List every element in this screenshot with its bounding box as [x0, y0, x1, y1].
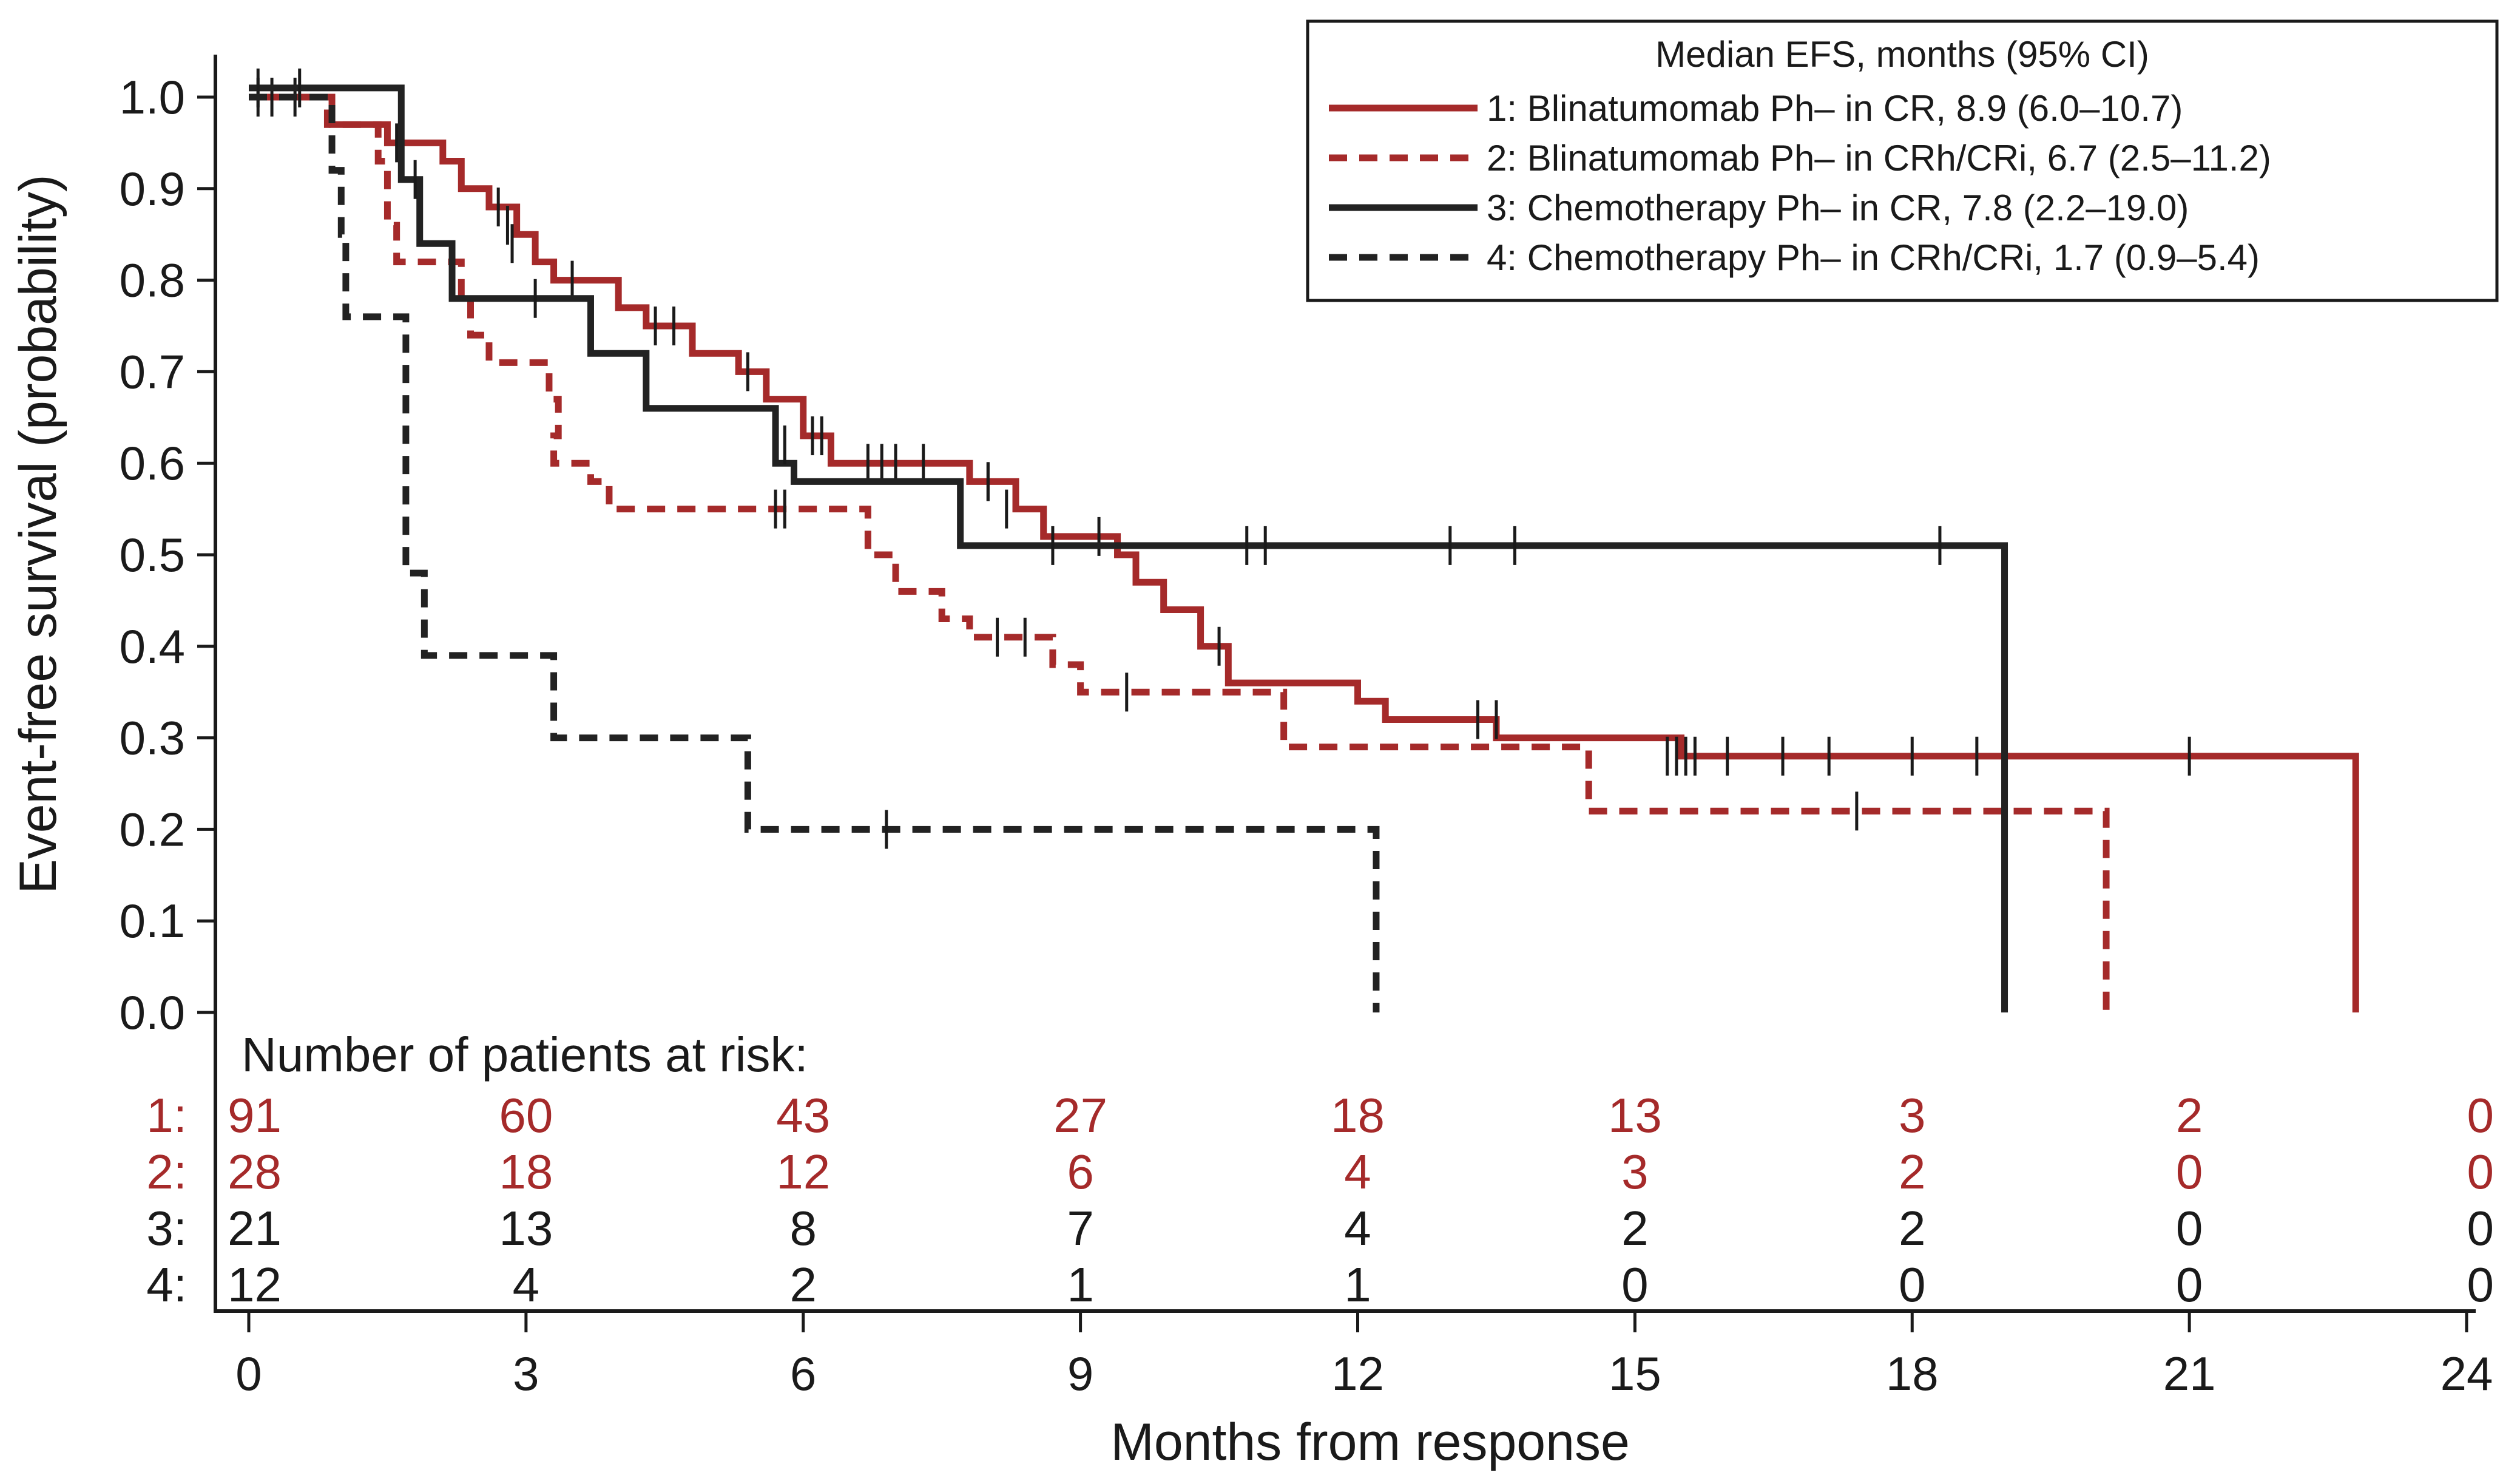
- risk-row-1-label: 1:: [146, 1088, 187, 1142]
- series-2-curve: [249, 93, 2110, 1012]
- risk-row-2-value: 28: [228, 1145, 282, 1199]
- risk-row-3-label: 3:: [146, 1201, 187, 1255]
- series-1-curve: [249, 93, 2359, 1012]
- legend-entries: 1: Blinatumomab Ph– in CR, 8.9 (6.0–10.7…: [1329, 88, 2271, 278]
- risk-row-3-value: 13: [499, 1201, 553, 1255]
- x-tick-label: 0: [235, 1347, 262, 1400]
- risk-row-3-value: 8: [790, 1201, 817, 1255]
- risk-row-2-value: 2: [1899, 1145, 1926, 1199]
- risk-row-4-value: 0: [2176, 1258, 2203, 1312]
- risk-row-3-value: 7: [1067, 1201, 1094, 1255]
- risk-row-2-value: 0: [2467, 1145, 2495, 1199]
- risk-row-1-value: 91: [228, 1088, 282, 1142]
- y-tick-label: 0.9: [120, 162, 185, 215]
- y-tick-label: 0.8: [120, 254, 185, 307]
- y-tick-label: 0.5: [120, 528, 185, 581]
- x-tick-label: 9: [1067, 1347, 1093, 1400]
- x-tick-label: 21: [2163, 1347, 2216, 1400]
- legend-title: Median EFS, months (95% CI): [1655, 34, 2149, 75]
- risk-row-4-label: 4:: [146, 1258, 187, 1312]
- risk-row-4-value: 4: [513, 1258, 540, 1312]
- y-tick-label: 0.3: [120, 711, 185, 765]
- legend-entry-3: 3: Chemotherapy Ph– in CR, 7.8 (2.2–19.0…: [1487, 188, 2189, 228]
- risk-table-title: Number of patients at risk:: [242, 1028, 808, 1082]
- risk-row-4-value: 0: [1899, 1258, 1926, 1312]
- x-tick-label: 15: [1609, 1347, 1661, 1400]
- y-tick-label: 0.6: [120, 436, 185, 490]
- risk-row-1-value: 18: [1331, 1088, 1385, 1142]
- risk-row-3-value: 0: [2467, 1201, 2495, 1255]
- series-3-curve: [249, 84, 2008, 1012]
- x-tick-label: 18: [1886, 1347, 1939, 1400]
- risk-row-4-value: 0: [1621, 1258, 1649, 1312]
- risk-row-4-value: 1: [1344, 1258, 1371, 1312]
- axes: [214, 55, 2476, 1313]
- y-tick-label: 0.1: [120, 894, 185, 947]
- risk-row-3-value: 2: [1621, 1201, 1649, 1255]
- risk-row-2-value: 6: [1067, 1145, 1094, 1199]
- legend-entry-4: 4: Chemotherapy Ph– in CRh/CRi, 1.7 (0.9…: [1487, 237, 2260, 278]
- legend-box: [1306, 19, 2499, 302]
- risk-row-1-value: 60: [499, 1088, 553, 1142]
- legend-entry-1: 1: Blinatumomab Ph– in CR, 8.9 (6.0–10.7…: [1487, 88, 2183, 129]
- risk-row-1-value: 43: [776, 1088, 830, 1142]
- risk-row-2-value: 3: [1621, 1145, 1649, 1199]
- y-tick-label: 1.0: [120, 70, 185, 124]
- risk-table: 1: 91 60 43 27 18 13 3 2 02: 28 18 12 6 4 3 2 0 03: 21 13 8 7 4…: [146, 1088, 2494, 1312]
- risk-row-3-value: 4: [1344, 1201, 1371, 1255]
- x-tick-label: 6: [790, 1347, 816, 1400]
- risk-row-1-value: 13: [1608, 1088, 1662, 1142]
- x-tick-label: 12: [1331, 1347, 1384, 1400]
- risk-row-3-value: 21: [228, 1201, 282, 1255]
- risk-row-2-value: 0: [2176, 1145, 2203, 1199]
- risk-row-2-label: 2:: [146, 1145, 187, 1199]
- risk-row-2-value: 4: [1344, 1145, 1371, 1199]
- risk-row-2-value: 18: [499, 1145, 553, 1199]
- risk-row-1-value: 3: [1899, 1088, 1926, 1142]
- risk-row-4-value: 0: [2467, 1258, 2495, 1312]
- y-tick-label: 0.4: [120, 620, 185, 673]
- y-tick-label: 0.2: [120, 802, 185, 856]
- risk-row-4-value: 1: [1067, 1258, 1094, 1312]
- y-axis-title: Event-free survival (probability): [9, 174, 67, 893]
- y-ticks: 0.0 0.1 0.2 0.3 0.4 0.5 0.6 0.7 0.8 0.9 1.0: [120, 70, 215, 1039]
- risk-row-1-value: 27: [1053, 1088, 1107, 1142]
- y-tick-label: 0.7: [120, 345, 185, 398]
- legend-entry-2: 2: Blinatumomab Ph– in CRh/CRi, 6.7 (2.5…: [1487, 138, 2271, 178]
- risk-row-4-value: 2: [790, 1258, 817, 1312]
- x-tick-label: 24: [2441, 1347, 2493, 1400]
- risk-row-3-value: 2: [1899, 1201, 1926, 1255]
- risk-row-1-value: 2: [2176, 1088, 2203, 1142]
- survival-curves: [249, 68, 2359, 1012]
- risk-row-3-value: 0: [2176, 1201, 2203, 1255]
- series-4-curve: [249, 93, 1380, 1012]
- risk-row-2-value: 12: [776, 1145, 830, 1199]
- x-axis-title: Months from response: [1110, 1413, 1630, 1471]
- risk-row-4-value: 12: [228, 1258, 282, 1312]
- legend: Median EFS, months (95% CI) 1: Blinatumo…: [1306, 19, 2499, 302]
- x-ticks: 0 3 6 9 12 15 18 21 24: [235, 1311, 2493, 1400]
- x-tick-label: 3: [513, 1347, 539, 1400]
- risk-row-1-value: 0: [2467, 1088, 2495, 1142]
- y-tick-label: 0.0: [120, 986, 185, 1039]
